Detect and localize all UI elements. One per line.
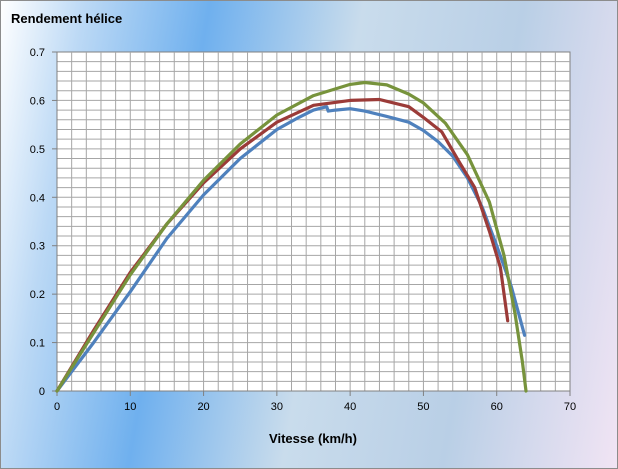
y-tick-label: 0.5 <box>30 144 45 156</box>
y-tick-label: 0.1 <box>30 338 45 350</box>
plot-area <box>56 51 571 392</box>
x-tick-label: 30 <box>271 401 283 413</box>
x-tick-label: 20 <box>197 401 209 413</box>
chart-title: Rendement hélice <box>11 11 122 26</box>
series-layer <box>55 80 528 393</box>
x-tick-label: 50 <box>417 401 429 413</box>
y-tick-label: 0.4 <box>30 192 45 204</box>
x-tick-label: 70 <box>564 401 576 413</box>
x-tick-label: 60 <box>491 401 503 413</box>
x-tick-label: 0 <box>54 401 60 413</box>
y-tick-label: 0 <box>39 386 45 398</box>
y-tick-label: 0.2 <box>30 289 45 301</box>
series-line-3 <box>55 80 528 393</box>
y-tick-label: 0.3 <box>30 241 45 253</box>
axis-layer: 0 10 20 30 40 50 60 70 0 0.1 0.2 0.3 0.4 0.5 0.6 0.7 <box>30 47 576 413</box>
y-tick-label: 0.6 <box>30 95 45 107</box>
x-tick-label: 10 <box>124 401 136 413</box>
x-tick-label: 40 <box>344 401 356 413</box>
x-axis-title: Vitesse (km/h) <box>269 431 357 446</box>
series-line-1 <box>55 105 527 393</box>
grid-layer <box>57 52 570 391</box>
y-tick-label: 0.7 <box>30 47 45 59</box>
